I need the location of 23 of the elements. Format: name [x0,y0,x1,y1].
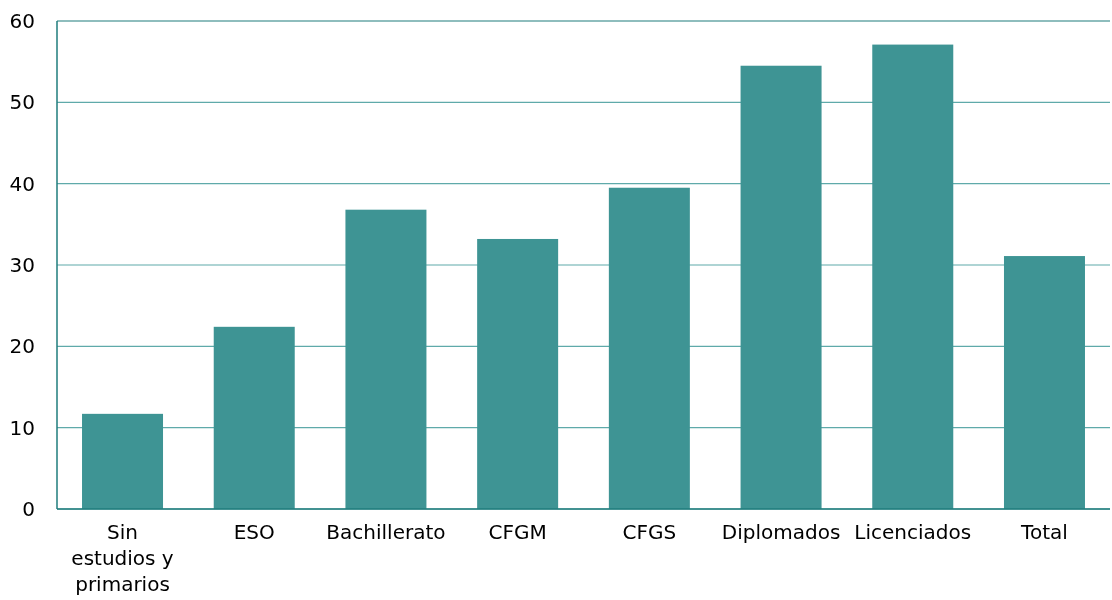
x-tick-label: Licenciados [854,520,972,544]
y-tick-label: 40 [9,171,35,196]
x-tick-label: Bachillerato [326,520,446,544]
x-tick-label: CFGS [622,520,677,544]
bar [1003,256,1085,509]
x-tick-label: Sin estudios y primarios [71,520,174,596]
y-tick-label: 10 [9,415,35,440]
x-tick-label: ESO [233,520,275,544]
bar [213,326,295,509]
y-tick-label: 0 [22,497,35,521]
x-tick-label: Total [1020,520,1068,544]
bar [872,44,954,509]
x-tick-label: CFGM [488,520,547,544]
y-tick-label: 60 [9,9,35,33]
bar [740,65,822,509]
bar [477,238,559,509]
y-tick-label: 50 [9,90,35,115]
x-tick-label: Diplomados [721,520,841,544]
y-tick-label: 30 [9,253,35,277]
bar [345,209,427,509]
bar [608,187,690,509]
bar [82,413,164,509]
y-tick-label: 20 [9,334,35,359]
